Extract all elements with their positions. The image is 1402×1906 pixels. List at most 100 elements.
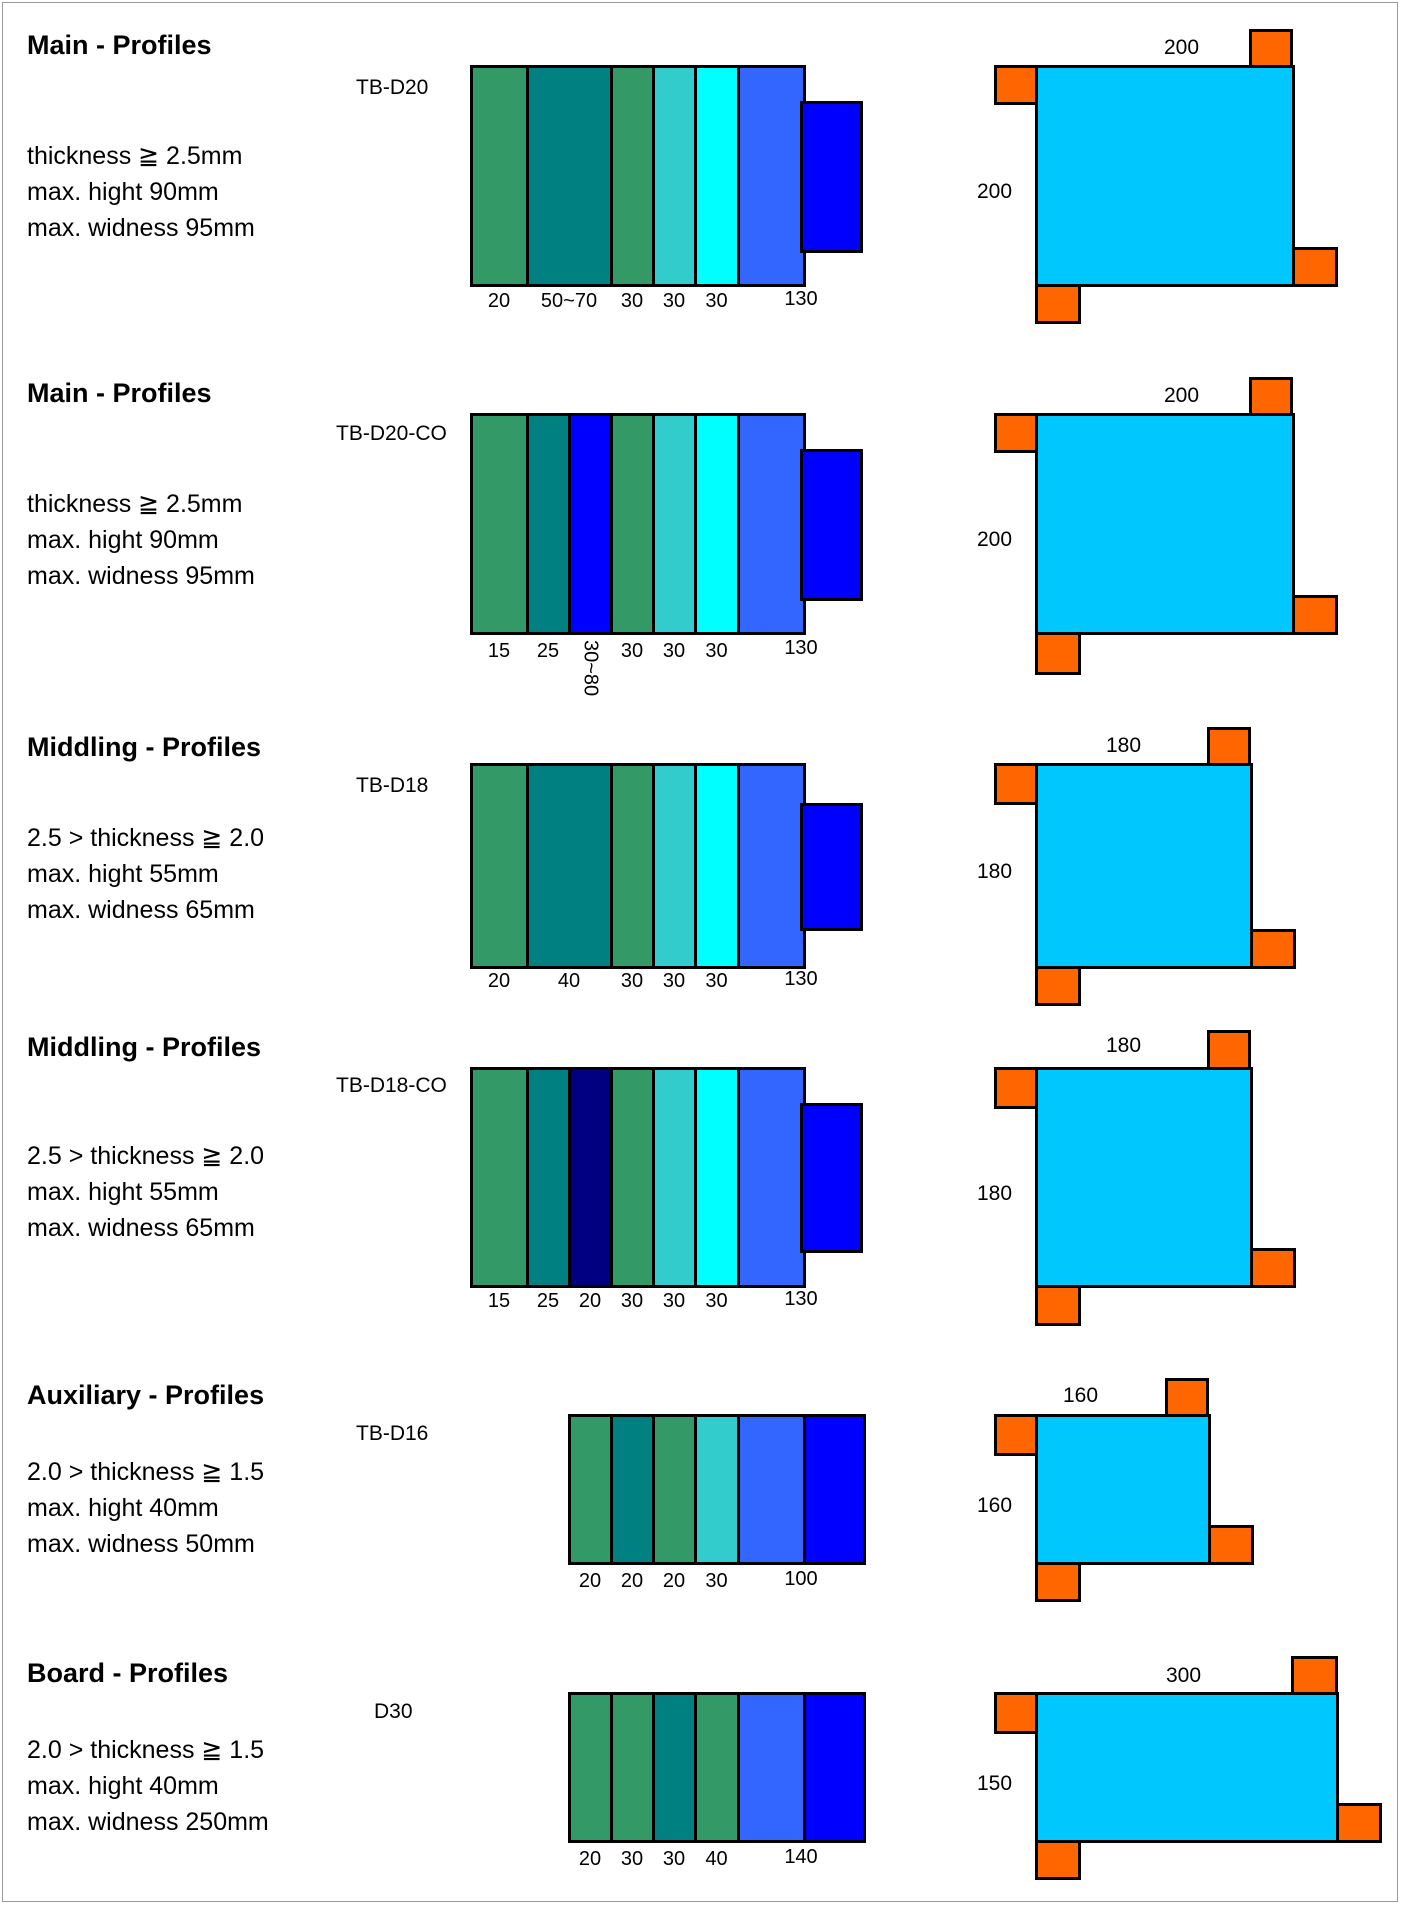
corner-clip	[1208, 1525, 1254, 1565]
box-width-label: 200	[1164, 384, 1200, 407]
profile-specs: thickness ≧ 2.5mm max. hight 90mm max. w…	[27, 138, 255, 246]
tongue-width-label: 130	[784, 288, 818, 310]
spec-max-widness: max. widness 65mm	[27, 896, 255, 924]
segment-width-label: 40	[705, 1848, 728, 1870]
spec-thickness: 2.0 > thickness ≧ 1.5	[27, 1458, 265, 1486]
spec-thickness: 2.0 > thickness ≧ 1.5	[27, 1736, 265, 1764]
profile-segment	[737, 763, 806, 969]
segment-width-label: 15	[487, 1290, 511, 1312]
profile-segment	[694, 763, 740, 969]
profile-specs: 2.0 > thickness ≧ 1.5 max. hight 40mm ma…	[27, 1454, 264, 1562]
profile-segment	[652, 1692, 697, 1843]
segment-width-label: 20	[620, 1570, 644, 1592]
frame-box	[1035, 763, 1253, 969]
tongue-width-label: 130	[784, 637, 818, 659]
segment-width-label: 30	[662, 1290, 686, 1312]
tongue-width-label: 100	[784, 1568, 818, 1590]
profile-segment	[568, 413, 613, 635]
segment-width-label: 30~80	[579, 640, 602, 697]
spec-max-widness: max. widness 95mm	[27, 214, 255, 242]
corner-clip	[1291, 1656, 1338, 1695]
profile-title: Board - Profiles	[27, 1658, 229, 1688]
frame-box	[1035, 1414, 1211, 1565]
segment-width-label: 20	[578, 1570, 602, 1592]
box-height-label: 200	[977, 180, 1013, 203]
box-height-label: 160	[977, 1494, 1013, 1517]
corner-clip	[1249, 29, 1293, 68]
profile-segment	[694, 413, 740, 635]
profile-title: Auxiliary - Profiles	[27, 1380, 265, 1410]
corner-clip	[1165, 1378, 1209, 1417]
spec-max-hight: max. hight 40mm	[27, 1494, 219, 1522]
box-height-label: 200	[977, 528, 1013, 551]
segment-width-label: 30	[662, 640, 686, 662]
spec-thickness: 2.5 > thickness ≧ 2.0	[27, 1142, 265, 1170]
segment-width-label: 30	[705, 1290, 728, 1312]
segment-width-label: 20	[487, 290, 511, 312]
segment-width-label: 25	[536, 640, 560, 662]
spec-max-hight: max. hight 90mm	[27, 178, 219, 206]
profile-segment	[610, 1692, 655, 1843]
profile-segment	[568, 1414, 613, 1565]
profile-segment	[737, 65, 806, 287]
profile-tongue	[800, 101, 863, 253]
profile-segment	[694, 65, 740, 287]
profile-segment	[652, 413, 697, 635]
profile-segment	[568, 1067, 613, 1288]
profile-segment	[652, 65, 697, 287]
box-width-label: 180	[1106, 734, 1142, 757]
segment-width-label: 20	[578, 1290, 602, 1312]
box-height-label: 150	[977, 1772, 1013, 1795]
profile-segment	[610, 1067, 655, 1288]
corner-clip	[1035, 632, 1081, 675]
profile-code: TB-D18	[356, 774, 429, 797]
segment-width-label: 20	[578, 1848, 602, 1870]
frame-box	[1035, 1067, 1253, 1288]
profile-specs: 2.5 > thickness ≧ 2.0 max. hight 55mm ma…	[27, 1138, 264, 1246]
segment-width-label: 15	[487, 640, 511, 662]
profile-code: TB-D16	[356, 1422, 429, 1445]
corner-clip	[994, 1414, 1038, 1456]
profile-segment	[470, 413, 529, 635]
segment-width-label: 30	[705, 1570, 728, 1592]
corner-clip	[1207, 727, 1251, 766]
corner-clip	[1292, 247, 1338, 287]
profile-segment	[470, 65, 529, 287]
spec-max-widness: max. widness 95mm	[27, 562, 255, 590]
profile-segment	[526, 763, 613, 969]
spec-max-hight: max. hight 55mm	[27, 1178, 219, 1206]
profile-segment	[526, 1067, 571, 1288]
profile-tongue	[800, 449, 863, 601]
profile-segment	[610, 763, 655, 969]
corner-clip	[1035, 1840, 1081, 1880]
corner-clip	[994, 763, 1038, 805]
segment-width-label: 30	[705, 970, 728, 992]
box-width-label: 300	[1166, 1664, 1202, 1687]
spec-max-hight: max. hight 55mm	[27, 860, 219, 888]
segment-width-label: 30	[662, 970, 686, 992]
profile-title: Main - Profiles	[27, 378, 212, 408]
segment-width-label: 30	[662, 290, 686, 312]
corner-clip	[1035, 966, 1081, 1006]
box-width-label: 160	[1063, 1384, 1099, 1407]
segment-width-label: 30	[620, 1290, 644, 1312]
corner-clip	[1207, 1030, 1251, 1070]
segment-width-label: 30	[705, 640, 728, 662]
profile-segment	[610, 65, 655, 287]
corner-clip	[1035, 1285, 1081, 1326]
profile-segment	[526, 413, 571, 635]
profile-code: D30	[374, 1700, 413, 1723]
corner-clip	[994, 65, 1038, 105]
profile-segment	[803, 1692, 866, 1843]
profile-segment	[470, 1067, 529, 1288]
profile-specs: thickness ≧ 2.5mm max. hight 90mm max. w…	[27, 486, 255, 594]
spec-thickness: thickness ≧ 2.5mm	[27, 490, 243, 518]
profile-specs: 2.5 > thickness ≧ 2.0 max. hight 55mm ma…	[27, 820, 264, 928]
profile-tongue	[800, 1103, 863, 1253]
corner-clip	[1250, 1248, 1296, 1288]
segment-width-label: 20	[662, 1570, 686, 1592]
profile-segment	[652, 763, 697, 969]
corner-clip	[994, 1067, 1038, 1109]
box-height-label: 180	[977, 860, 1013, 883]
corner-clip	[1292, 595, 1338, 635]
